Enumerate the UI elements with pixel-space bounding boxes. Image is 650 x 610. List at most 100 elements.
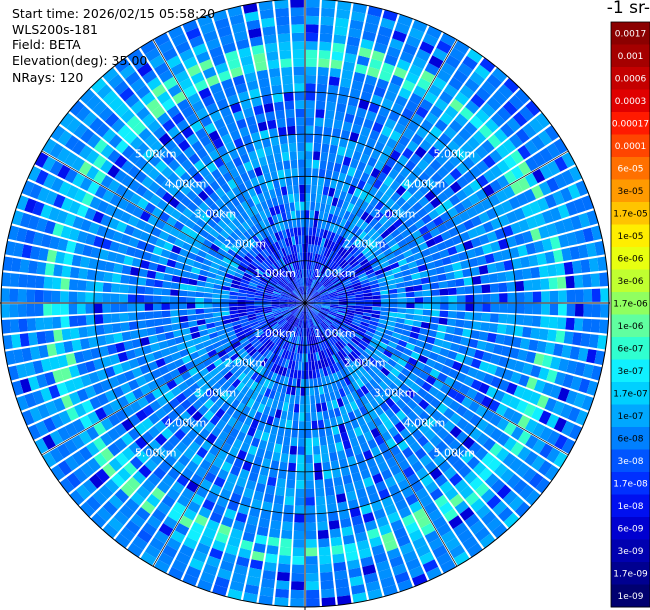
ppi-gate-cell [436,241,447,252]
ppi-gate-cell [428,537,444,551]
ppi-gate-cell [322,266,328,275]
ppi-gate-cell [305,75,317,84]
ppi-gate-cell [198,506,212,519]
ppi-gate-cell [573,274,584,288]
ppi-gate-cell [215,274,225,281]
ppi-gate-cell [296,471,305,481]
ppi-gate-cell [503,437,517,452]
ppi-gate-cell [297,151,305,160]
ppi-gate-cell [9,319,20,333]
ppi-gate-cell [411,326,421,334]
ppi-gate-cell [251,499,263,510]
ppi-gate-cell [310,327,314,336]
ppi-gate-cell [101,238,112,250]
ppi-gate-cell [401,178,412,190]
ppi-gate-cell [220,401,231,412]
ppi-gate-cell [166,487,181,501]
ppi-gate-cell [441,530,456,544]
ppi-gate-cell [161,415,173,427]
ppi-gate-cell [582,318,592,332]
ppi-gate-cell [283,436,291,446]
ppi-gate-cell [195,286,205,292]
ppi-gate-cell [330,251,337,261]
ppi-gate-cell [406,399,418,411]
ppi-gate-cell [511,336,522,348]
ppi-gate-cell [282,75,293,85]
ppi-gate-cell [390,262,400,270]
ppi-gate-cell [329,364,336,374]
ppi-gate-cell [209,511,223,524]
ppi-gate-cell [312,280,318,289]
ppi-gate-cell [397,292,407,298]
ppi-gate-cell [382,449,394,461]
ppi-gate-cell [265,257,273,266]
ppi-gate-cell [459,485,474,500]
ppi-gate-cell [212,54,226,67]
ppi-gate-cell [455,372,467,383]
ppi-gate-cell [377,133,389,145]
ppi-gate-cell [112,231,124,243]
ppi-gate-cell [78,430,92,445]
ppi-gate-cell [368,324,378,330]
ppi-gate-cell [467,228,479,239]
ppi-gate-cell [93,303,103,314]
ppi-gate-cell [389,414,401,426]
ppi-gate-cell [475,504,491,519]
ppi-gate-cell [294,201,300,211]
ppi-gate-cell [305,184,311,194]
ppi-gate-cell [475,109,490,124]
ppi-gate-cell [541,382,554,396]
ppi-gate-cell [346,393,355,404]
ppi-gate-cell [270,425,279,436]
ppi-gate-cell [353,479,365,491]
ppi-gate-cell [266,415,274,426]
ppi-gate-cell [76,362,88,376]
ppi-gate-cell [533,353,545,366]
ppi-gate-cell [273,312,282,317]
ppi-gate-cell [465,347,477,358]
ppi-gate-cell [521,388,534,402]
ppi-gate-cell [252,273,261,280]
ppi-gate-cell [474,64,491,80]
ppi-gate-cell [254,303,263,306]
ppi-gate-cell [241,395,250,406]
ppi-gate-cell [305,336,308,346]
ppi-gate-cell [159,383,171,395]
ppi-gate-cell [305,243,308,253]
ppi-gate-cell [209,228,220,239]
ppi-gate-cell [60,291,69,303]
ppi-gate-cell [180,277,190,285]
ppi-gate-cell [275,315,284,322]
ppi-gate-cell [121,432,134,446]
ppi-gate-cell [79,501,96,518]
ppi-gate-cell [380,353,390,363]
ppi-gate-cell [394,233,404,243]
ppi-gate-cell [274,364,281,374]
ppi-gate-cell [182,264,193,272]
ppi-gate-cell [229,306,238,311]
ppi-gate-cell [320,24,334,35]
ppi-gate-cell [466,206,478,219]
ppi-gate-cell [289,325,295,334]
ppi-gate-cell [107,442,121,457]
ppi-gate-cell [298,297,305,303]
ppi-gate-cell [473,246,485,257]
ppi-gate-cell [167,125,181,139]
ppi-gate-cell [561,169,575,186]
ppi-gate-cell [117,243,129,255]
ppi-gate-cell [239,351,249,360]
ppi-gate-cell [448,226,459,238]
ppi-gate-cell [439,480,454,494]
ppi-gate-cell [199,135,212,147]
ppi-gate-cell [260,413,269,424]
ppi-gate-cell [326,503,338,513]
ppi-gate-cell [404,319,414,326]
ppi-gate-cell [423,392,435,404]
ppi-gate-cell [397,258,408,267]
ppi-gate-cell [353,237,362,247]
ppi-gate-cell [380,367,391,377]
ppi-gate-cell [181,126,194,139]
ppi-gate-cell [326,259,333,268]
ppi-gate-cell [406,140,419,153]
ppi-gate-cell [173,220,185,231]
